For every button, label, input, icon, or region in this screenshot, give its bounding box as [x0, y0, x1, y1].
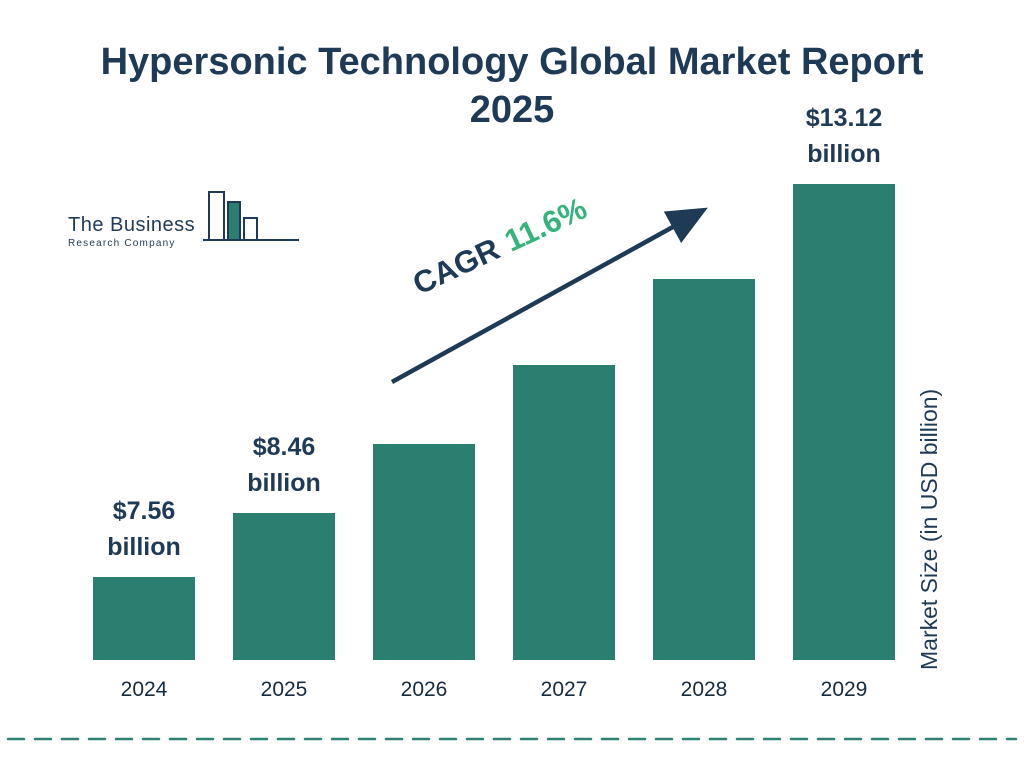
bar-value-label-2024: $7.56 billion [107, 497, 181, 561]
bottom-dashed-divider [6, 730, 1018, 741]
x-axis-tick-2029: 2029 [820, 678, 868, 701]
bar-value-label-2025: $8.46 billion [247, 433, 321, 497]
x-axis-tick-2024: 2024 [120, 678, 168, 701]
company-name: The Business [68, 214, 196, 236]
y-axis-label: Market Size (in USD billion) [916, 388, 942, 670]
x-axis-tick-2028: 2028 [680, 678, 728, 701]
bar-column-2026: 2026 [368, 100, 480, 701]
bar-chart: $7.56 billion 2024 $8.46 billion 2025 2026 2027… [88, 100, 900, 701]
chart-title-line2: 2025 [469, 89, 555, 131]
x-axis-tick-2026: 2026 [400, 678, 448, 701]
bar-column-2024: $7.56 billion 2024 [88, 100, 200, 701]
chart-title-line1: Hypersonic Technology Global Market Repo… [100, 41, 924, 83]
bar-2027 [513, 365, 615, 660]
bar-value-label-2029: $13.12 billion [805, 104, 883, 168]
bar-column-2029: $13.12 billion 2029 [788, 100, 900, 701]
chart-title: Hypersonic Technology Global Market Repo… [0, 38, 1024, 134]
bar-column-2028: 2028 [648, 100, 760, 701]
bar-2024 [93, 577, 195, 660]
company-logo: The Business Research Company [68, 188, 301, 255]
bar-2028 [653, 279, 755, 660]
company-logo-text: The Business Research Company [68, 214, 195, 255]
bar-chart-logo-icon [201, 188, 301, 255]
bar-column-2027: 2027 [508, 100, 620, 701]
bar-2026 [373, 444, 475, 660]
bar-2025 [233, 513, 335, 660]
bar-column-2025: $8.46 billion 2025 [228, 100, 340, 701]
bar-2029 [793, 184, 895, 660]
x-axis-tick-2027: 2027 [540, 678, 588, 701]
company-subname: Research Company [68, 238, 176, 249]
x-axis-tick-2025: 2025 [260, 678, 308, 701]
